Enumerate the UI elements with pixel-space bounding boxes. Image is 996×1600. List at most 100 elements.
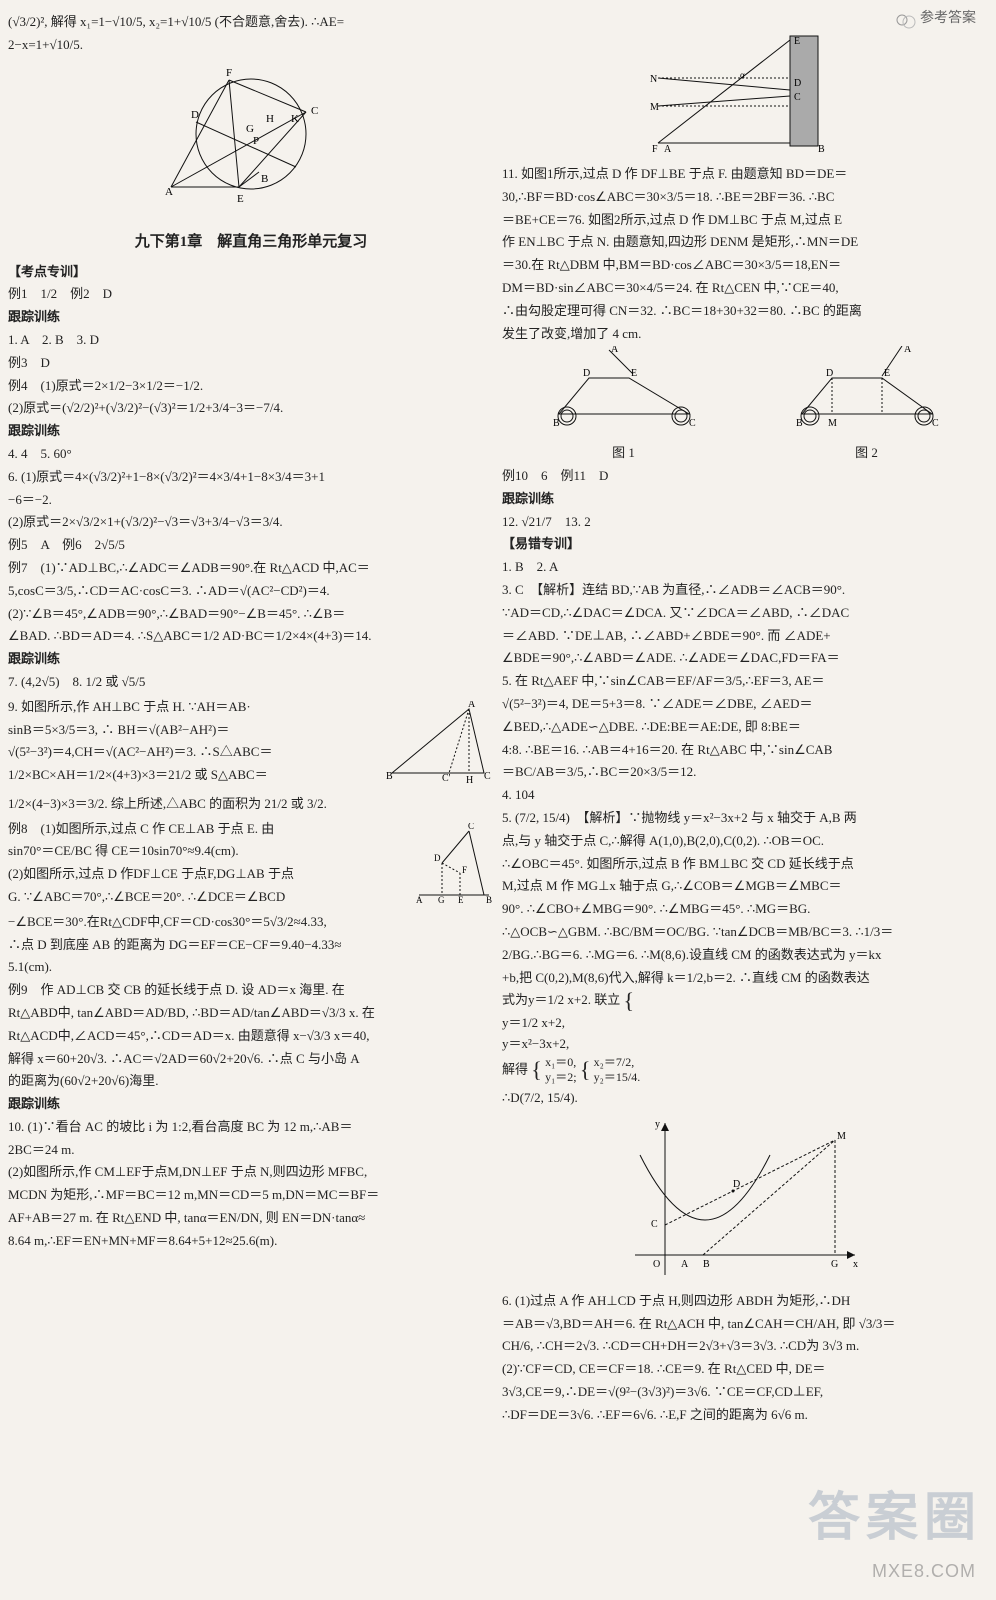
solution: 例4 (1)原式＝2×1/2−3×1/2＝−1/2. xyxy=(8,376,494,397)
solution: ∴∠OBC＝45°. 如图所示,过点 B 作 BM⊥BC 交 CD 延长线于点 xyxy=(502,854,988,875)
svg-text:M: M xyxy=(828,418,837,429)
figure-rect-top: E N M F A B C D α xyxy=(640,28,850,158)
svg-text:C: C xyxy=(311,105,318,117)
solution: ＝30.在 Rt△DBM 中,BM＝BD·cos∠ABC＝30×3/5＝18,E… xyxy=(502,255,988,276)
solution: CH/6, ∴CH＝2√3. ∴CD＝CH+DH＝2√3+√3＝3√3. ∴CD… xyxy=(502,1336,988,1357)
svg-text:F: F xyxy=(226,67,232,79)
solution: 90°. ∴∠CBO+∠MBG＝90°. ∴∠MBG＝45°. ∴MG＝BG. xyxy=(502,899,988,920)
right-column: E N M F A B C D α 11. 如图1所示,过点 D 作 DF⊥BE… xyxy=(502,10,988,1428)
solution: 5.1(cm). xyxy=(8,957,494,978)
svg-text:M: M xyxy=(837,1131,846,1142)
solution: √(5²−3²)＝4,CH＝√(AC²−AH²)＝3. ∴S△ABC＝ xyxy=(8,742,384,763)
page: (√3/2)², 解得 x₁=1−√10/5, x₂=1+√10/5 (不合题意… xyxy=(0,0,996,1438)
example: 例10 6 例11 D xyxy=(502,466,988,487)
svg-text:E: E xyxy=(631,368,637,379)
svg-text:D: D xyxy=(826,368,833,379)
svg-text:E: E xyxy=(458,895,464,903)
svg-text:D: D xyxy=(191,109,199,121)
svg-text:C: C xyxy=(689,418,696,429)
left-column: (√3/2)², 解得 x₁=1−√10/5, x₂=1+√10/5 (不合题意… xyxy=(8,10,494,1428)
header-label: 参考答案 xyxy=(920,11,976,26)
svg-text:E: E xyxy=(794,36,800,47)
solution: Rt△ABD中, tan∠ABD＝AD/BD, ∴BD＝AD/tan∠ABD＝√… xyxy=(8,1003,494,1024)
svg-text:A: A xyxy=(904,346,912,355)
solution: Rt△ACD中,∠ACD＝45°,∴CD＝AD＝x. 由题意得 x−√3/3 x… xyxy=(8,1026,494,1047)
figure-parabola: O A B C D G M x y xyxy=(625,1115,865,1285)
svg-text:B: B xyxy=(553,418,560,429)
svg-text:A: A xyxy=(664,144,672,155)
section-title: 九下第1章 解直角三角形单元复习 xyxy=(8,230,494,254)
svg-text:C: C xyxy=(484,771,491,782)
caption: 图 1 xyxy=(539,443,709,464)
svg-text:D: D xyxy=(434,853,441,863)
solution: sin70°＝CE/BC 得 CE＝10sin70°≈9.4(cm). xyxy=(8,841,414,862)
solution: ∠BDE＝90°,∴∠ABD＝∠ADE. ∴∠ADE＝∠DAC,FD＝FA＝ xyxy=(502,648,988,669)
solution: ＝BC/AB＝3/5,∴BC＝20×3/5＝12. xyxy=(502,762,988,783)
svg-text:A: A xyxy=(681,1259,689,1270)
svg-text:D: D xyxy=(583,368,590,379)
tracking-header: 跟踪训练 xyxy=(8,1094,494,1115)
solution: 5. 在 Rt△AEF 中,∵sin∠CAB＝EF/AF＝3/5,∴EF＝3, … xyxy=(502,671,988,692)
solution: √(5²−3²)＝4, DE＝5+3＝8. ∵∠ADE＝∠DBE, ∠AED＝ xyxy=(502,694,988,715)
svg-text:A: A xyxy=(468,701,476,710)
solution: ＝BE+CE＝76. 如图2所示,过点 D 作 DM⊥BC 于点 M,过点 E xyxy=(502,210,988,231)
svg-text:M: M xyxy=(650,102,659,113)
solution: 的距离为(60√2+20√6)海里. xyxy=(8,1071,494,1092)
watermark: 答案圈 xyxy=(808,1477,982,1560)
svg-text:α: α xyxy=(740,70,745,80)
example: 例1 1/2 例2 D xyxy=(8,284,494,305)
solution: 1/2×BC×AH＝1/2×(4+3)×3＝21/2 或 S△ABC＝ xyxy=(8,765,384,786)
solution: 10. (1)∵看台 AC 的坡比 i 为 1:2,看台高度 BC 为 12 m… xyxy=(8,1117,494,1138)
solution: (2)原式＝2×√3/2×1+(√3/2)²−√3＝√3+3/4−√3＝3/4. xyxy=(8,512,494,533)
svg-text:H: H xyxy=(466,775,473,786)
svg-text:C: C xyxy=(932,418,939,429)
solution: 3√3,CE＝9,∴DE＝√(9²−(3√3)²)＝3√6. ∵CE＝CF,CD… xyxy=(502,1382,988,1403)
subsection: 【易错专训】 xyxy=(502,534,988,555)
solution: ∴由勾股定理可得 CN＝32. ∴BC＝18+30+32＝80. ∴BC 的距离 xyxy=(502,301,988,322)
svg-text:x: x xyxy=(853,1259,858,1270)
caption: 图 2 xyxy=(782,443,952,464)
svg-text:A: A xyxy=(165,186,173,198)
svg-text:E: E xyxy=(237,193,244,205)
svg-text:C': C' xyxy=(442,773,451,784)
answers: 4. 4 5. 60° xyxy=(8,444,494,465)
solution: 5. (7/2, 15/4) 【解析】∵抛物线 y＝x²−3x+2 与 x 轴交… xyxy=(502,808,988,829)
solution: 8.64 m,∴EF＝EN+MN+MF＝8.64+5+12≈25.6(m). xyxy=(8,1231,494,1252)
solution: 解得 x＝60+20√3. ∴AC＝√2AD＝60√2+20√6. ∴点 C 与… xyxy=(8,1049,494,1070)
svg-text:H: H xyxy=(266,113,274,125)
solution: ∠BED,∴△ADE∽△DBE. ∴DE:BE＝AE:DE, 即 8:BE＝ xyxy=(502,717,988,738)
solution: 11. 如图1所示,过点 D 作 DF⊥BE 于点 F. 由题意知 BD＝DE＝ xyxy=(502,164,988,185)
figure-triangle-9: A B C C' H xyxy=(384,701,494,786)
svg-text:G: G xyxy=(246,123,254,135)
solution: ∴DF＝DE＝3√6. ∴EF＝6√6. ∴E,F 之间的距离为 6√6 m. xyxy=(502,1405,988,1426)
answers: 7. (4,2√5) 8. 1/2 或 √5/5 xyxy=(8,672,494,693)
solution: +b,把 C(0,2),M(8,6)代入,解得 k＝1/2,b＝2. ∴直线 C… xyxy=(502,968,988,989)
solution: 例7 (1)∵AD⊥BC,∴∠ADC＝∠ADB＝90°.在 Rt△ACD 中,A… xyxy=(8,558,494,579)
solution: G. ∵∠ABC＝70°,∴∠BCE＝20°. ∴∠DCE＝∠BCD xyxy=(8,887,414,908)
solution: (2)如图所示,过点 D 作DF⊥CE 于点F,DG⊥AB 于点 xyxy=(8,864,414,885)
svg-text:B: B xyxy=(486,895,492,903)
svg-text:F: F xyxy=(652,144,658,155)
eq-line: (√3/2)², 解得 x₁=1−√10/5, x₂=1+√10/5 (不合题意… xyxy=(8,12,494,33)
eq-line: 2−x=1+√10/5. xyxy=(8,35,494,56)
solution: 点,与 y 轴交于点 C,∴解得 A(1,0),B(2,0),C(0,2). ∴… xyxy=(502,831,988,852)
solution: M,过点 M 作 MG⊥x 轴于点 G,∴∠COB＝∠MGB＝∠MBC＝ xyxy=(502,876,988,897)
subsection: 【考点专训】 xyxy=(8,262,494,283)
svg-text:B: B xyxy=(796,418,803,429)
svg-text:O: O xyxy=(653,1259,660,1270)
solution: ∠BAD. ∴BD＝AD＝4. ∴S△ABC＝1/2 AD·BC＝1/2×4×(… xyxy=(8,626,494,647)
answers: 4. 104 xyxy=(502,785,988,806)
svg-text:D: D xyxy=(733,1179,740,1190)
solution: (2)∵∠B＝45°,∠ADB＝90°,∴∠BAD＝90°−∠B＝45°. ∴∠… xyxy=(8,604,494,625)
svg-text:F: F xyxy=(462,865,467,875)
tracking-header: 跟踪训练 xyxy=(8,649,494,670)
example: 例5 A 例6 2√5/5 xyxy=(8,535,494,556)
watermark-url: MXE8.COM xyxy=(872,1557,976,1586)
solution: (2)原式＝(√2/2)²+(√3/2)²−(√3)²＝1/2+3/4−3＝−7… xyxy=(8,398,494,419)
svg-text:A: A xyxy=(416,895,423,903)
svg-text:G: G xyxy=(831,1259,838,1270)
figure-circle: A B C D E F G H K P xyxy=(151,62,351,222)
svg-text:C: C xyxy=(468,823,474,831)
solution: ∵AD＝CD,∴∠DAC＝∠DCA. 又∵∠DCA＝∠ABD, ∴∠DAC xyxy=(502,603,988,624)
svg-text:B: B xyxy=(261,173,268,185)
